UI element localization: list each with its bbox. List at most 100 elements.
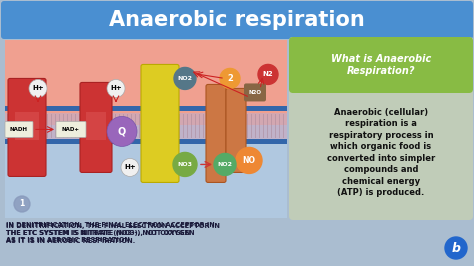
Text: NO3: NO3 bbox=[177, 162, 192, 167]
FancyBboxPatch shape bbox=[141, 64, 179, 182]
FancyBboxPatch shape bbox=[139, 114, 140, 138]
Text: NADH: NADH bbox=[10, 127, 28, 132]
FancyBboxPatch shape bbox=[23, 114, 25, 138]
FancyBboxPatch shape bbox=[223, 114, 225, 138]
Text: N2: N2 bbox=[263, 72, 273, 77]
FancyBboxPatch shape bbox=[1, 1, 473, 39]
Text: 2: 2 bbox=[227, 74, 233, 83]
FancyBboxPatch shape bbox=[135, 114, 137, 138]
FancyBboxPatch shape bbox=[115, 114, 117, 138]
FancyBboxPatch shape bbox=[31, 114, 33, 138]
FancyBboxPatch shape bbox=[99, 114, 100, 138]
FancyBboxPatch shape bbox=[5, 139, 287, 144]
FancyBboxPatch shape bbox=[171, 114, 173, 138]
FancyBboxPatch shape bbox=[95, 114, 97, 138]
Circle shape bbox=[174, 68, 196, 89]
Text: IN DENITRIFICATION, THE FINAL ELECTRON ACCEPTOR IN
THE ETC SYSTEM IS NITRATE (NO: IN DENITRIFICATION, THE FINAL ELECTRON A… bbox=[6, 223, 220, 244]
FancyBboxPatch shape bbox=[63, 114, 64, 138]
FancyBboxPatch shape bbox=[5, 113, 287, 139]
FancyBboxPatch shape bbox=[119, 114, 120, 138]
FancyBboxPatch shape bbox=[35, 114, 36, 138]
FancyBboxPatch shape bbox=[87, 114, 89, 138]
FancyBboxPatch shape bbox=[259, 114, 261, 138]
Circle shape bbox=[121, 159, 139, 176]
FancyBboxPatch shape bbox=[207, 114, 209, 138]
FancyBboxPatch shape bbox=[5, 106, 287, 111]
FancyBboxPatch shape bbox=[251, 114, 253, 138]
Circle shape bbox=[173, 152, 197, 176]
Text: Q: Q bbox=[118, 126, 126, 136]
Circle shape bbox=[14, 196, 30, 212]
Text: b: b bbox=[452, 242, 461, 255]
FancyBboxPatch shape bbox=[91, 114, 92, 138]
FancyBboxPatch shape bbox=[75, 114, 76, 138]
Text: 1: 1 bbox=[19, 200, 25, 209]
Circle shape bbox=[107, 117, 137, 147]
FancyBboxPatch shape bbox=[151, 114, 153, 138]
FancyBboxPatch shape bbox=[15, 114, 17, 138]
FancyBboxPatch shape bbox=[147, 114, 148, 138]
FancyBboxPatch shape bbox=[203, 114, 204, 138]
FancyBboxPatch shape bbox=[127, 114, 128, 138]
FancyBboxPatch shape bbox=[56, 122, 86, 138]
FancyBboxPatch shape bbox=[71, 114, 73, 138]
FancyBboxPatch shape bbox=[231, 114, 233, 138]
FancyBboxPatch shape bbox=[107, 114, 109, 138]
FancyBboxPatch shape bbox=[239, 114, 240, 138]
Text: IN DENITRIFICATION, THE FINAL ELECTRON ACCEPTOR IN
THE ETC SYSTEM IS NITRATE (NO: IN DENITRIFICATION, THE FINAL ELECTRON A… bbox=[6, 222, 215, 243]
Text: NO2: NO2 bbox=[177, 76, 192, 81]
FancyBboxPatch shape bbox=[167, 114, 168, 138]
FancyBboxPatch shape bbox=[5, 40, 287, 126]
FancyBboxPatch shape bbox=[55, 114, 56, 138]
FancyBboxPatch shape bbox=[27, 114, 28, 138]
FancyBboxPatch shape bbox=[86, 113, 106, 140]
Text: NO2: NO2 bbox=[218, 162, 233, 167]
FancyBboxPatch shape bbox=[15, 113, 39, 140]
FancyBboxPatch shape bbox=[275, 114, 276, 138]
FancyBboxPatch shape bbox=[8, 78, 46, 176]
FancyBboxPatch shape bbox=[67, 114, 69, 138]
FancyBboxPatch shape bbox=[59, 114, 61, 138]
FancyBboxPatch shape bbox=[179, 114, 181, 138]
Text: NAD+: NAD+ bbox=[62, 127, 80, 132]
FancyBboxPatch shape bbox=[43, 114, 45, 138]
Circle shape bbox=[107, 80, 125, 97]
FancyBboxPatch shape bbox=[7, 114, 9, 138]
FancyBboxPatch shape bbox=[191, 114, 192, 138]
FancyBboxPatch shape bbox=[131, 114, 133, 138]
Text: Anaerobic (cellular)
respiration is a
respiratory process in
which organic food : Anaerobic (cellular) respiration is a re… bbox=[327, 108, 435, 197]
Text: H+: H+ bbox=[124, 164, 136, 171]
FancyBboxPatch shape bbox=[235, 114, 237, 138]
FancyBboxPatch shape bbox=[263, 114, 264, 138]
FancyBboxPatch shape bbox=[289, 37, 473, 220]
FancyBboxPatch shape bbox=[206, 84, 226, 182]
FancyBboxPatch shape bbox=[289, 37, 473, 93]
Circle shape bbox=[236, 147, 262, 173]
FancyBboxPatch shape bbox=[80, 82, 112, 172]
FancyBboxPatch shape bbox=[247, 114, 248, 138]
FancyBboxPatch shape bbox=[271, 114, 273, 138]
FancyBboxPatch shape bbox=[195, 114, 197, 138]
FancyBboxPatch shape bbox=[187, 114, 189, 138]
Circle shape bbox=[220, 68, 240, 88]
FancyBboxPatch shape bbox=[143, 114, 145, 138]
Circle shape bbox=[258, 64, 278, 84]
FancyBboxPatch shape bbox=[123, 114, 125, 138]
Text: NO: NO bbox=[243, 156, 255, 165]
Text: H+: H+ bbox=[110, 85, 122, 92]
Text: H+: H+ bbox=[32, 85, 44, 92]
FancyBboxPatch shape bbox=[175, 114, 176, 138]
Circle shape bbox=[214, 153, 236, 176]
FancyBboxPatch shape bbox=[155, 114, 156, 138]
FancyBboxPatch shape bbox=[283, 114, 284, 138]
Text: N2O: N2O bbox=[248, 90, 262, 95]
FancyBboxPatch shape bbox=[219, 114, 220, 138]
FancyBboxPatch shape bbox=[267, 114, 268, 138]
FancyBboxPatch shape bbox=[243, 114, 245, 138]
FancyBboxPatch shape bbox=[47, 114, 48, 138]
FancyBboxPatch shape bbox=[211, 114, 212, 138]
FancyBboxPatch shape bbox=[111, 114, 112, 138]
FancyBboxPatch shape bbox=[159, 114, 161, 138]
FancyBboxPatch shape bbox=[11, 114, 12, 138]
FancyBboxPatch shape bbox=[227, 114, 228, 138]
